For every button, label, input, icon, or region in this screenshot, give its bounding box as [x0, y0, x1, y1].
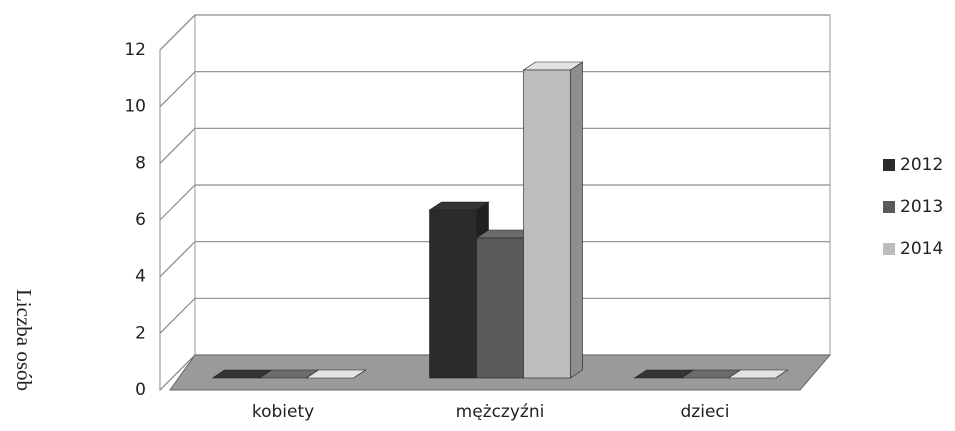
legend-swatch	[883, 243, 895, 255]
bar	[522, 61, 584, 379]
grid-line	[159, 184, 830, 221]
y-tick-label: 2	[135, 323, 146, 343]
bar-top	[727, 369, 789, 379]
grid-line	[159, 127, 830, 164]
bar	[305, 369, 367, 379]
grid-line	[159, 71, 830, 108]
bar-front	[429, 209, 477, 379]
y-tick-label: 0	[135, 380, 146, 400]
bar-front	[523, 69, 571, 379]
y-tick-label: 8	[135, 153, 146, 173]
bar-side	[570, 61, 583, 379]
y-axis-label: Liczba osób	[12, 289, 36, 391]
y-tick-label: 6	[135, 210, 146, 230]
bar-top	[305, 369, 367, 379]
y-tick-label: 4	[135, 267, 146, 287]
x-tick-label: kobiety	[252, 402, 314, 422]
legend-swatch	[883, 159, 895, 171]
y-tick-label: 12	[124, 40, 146, 60]
grid-line	[159, 241, 830, 278]
legend-label: 2014	[900, 239, 943, 259]
bar	[727, 369, 789, 379]
legend-swatch	[883, 201, 895, 213]
grid-line	[159, 14, 830, 51]
legend-label: 2013	[900, 197, 943, 217]
bar-front	[476, 237, 524, 379]
x-tick-label: dzieci	[681, 402, 730, 422]
y-tick-label: 10	[124, 97, 146, 117]
legend-label: 2012	[900, 155, 943, 175]
x-tick-label: mężczyźni	[456, 402, 545, 422]
grid-line	[159, 297, 830, 334]
